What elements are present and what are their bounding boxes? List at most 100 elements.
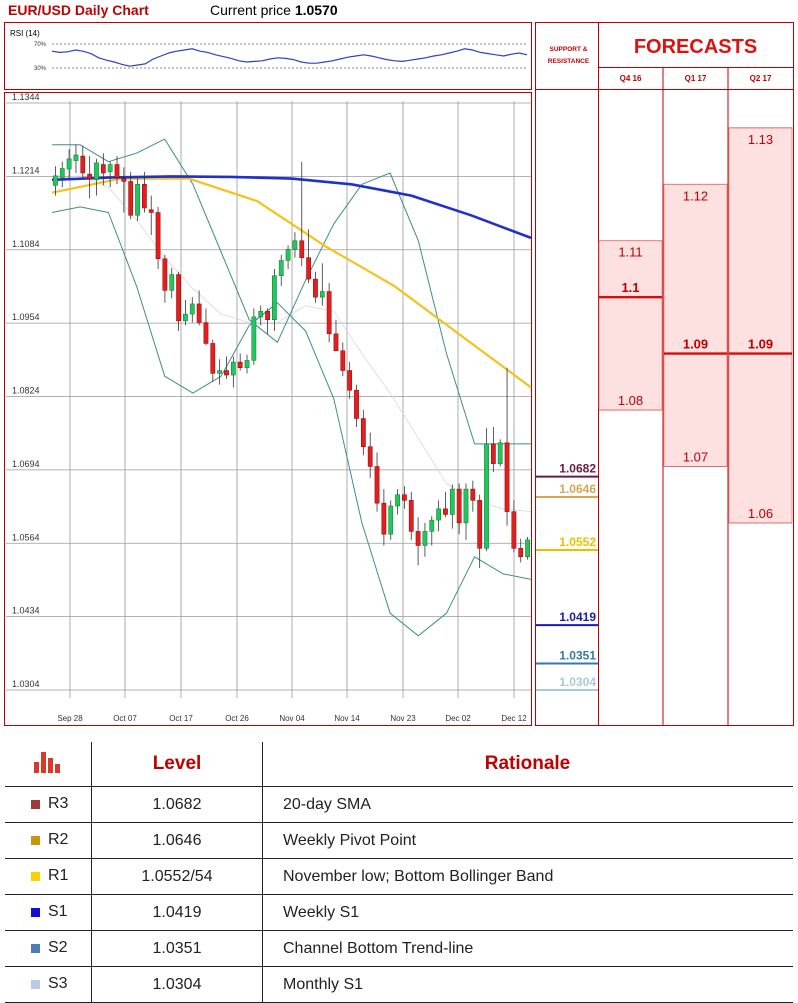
level-name: S2 — [48, 939, 68, 957]
y-tick-label: 1.0824 — [12, 386, 40, 396]
sr-level-label: 1.0682 — [559, 462, 596, 476]
forecast-value: 1.12 — [683, 188, 708, 203]
forecast-value: 1.08 — [618, 393, 643, 408]
level-rationale: Monthly S1 — [262, 966, 793, 1003]
forecast-value: 1.07 — [683, 449, 708, 464]
level-rationale: Weekly S1 — [262, 894, 793, 931]
indicator-line — [51, 175, 532, 240]
x-tick-label: Oct 26 — [225, 714, 249, 723]
level-name: R2 — [48, 831, 69, 849]
y-tick-label: 1.0304 — [12, 679, 40, 689]
chart-area: 70% 30% 1.1344 1.1214 1.1084 1.0954 1.0824 1.06… — [4, 22, 794, 726]
candle-body — [408, 500, 414, 532]
forecast-value: 1.06 — [748, 506, 773, 521]
candle-body — [313, 278, 318, 298]
candle-body — [333, 333, 339, 352]
candle-body — [381, 502, 387, 535]
candle-body — [210, 343, 216, 374]
sr-level-label: 1.0304 — [559, 675, 596, 689]
current-price-label: Current price — [210, 2, 291, 18]
candle-body — [319, 291, 325, 298]
current-price: Current price 1.0570 — [210, 2, 338, 18]
candle-body — [265, 311, 270, 320]
y-tick-label: 1.0954 — [12, 312, 40, 322]
candle-body — [66, 158, 72, 170]
level-value: 1.0351 — [91, 930, 263, 967]
candle-body — [162, 258, 168, 291]
forecast-value: 1.1 — [621, 280, 639, 295]
forecast-col-label: Q2 17 — [750, 74, 772, 83]
y-tick-label: 1.1084 — [12, 239, 40, 249]
level-rationale: November low; Bottom Bollinger Band — [262, 858, 793, 895]
table-row: R1 1.0552/54 November low; Bottom Bollinge… — [5, 858, 793, 895]
candle-body — [470, 488, 476, 501]
level-header: Level — [91, 742, 263, 787]
level-name: R3 — [48, 795, 69, 813]
y-tick-label: 1.0564 — [12, 532, 40, 542]
candle-body — [415, 531, 421, 546]
candle-body — [237, 361, 243, 368]
candle-body — [189, 303, 195, 315]
x-tick-label: Oct 17 — [169, 714, 193, 723]
forecast-range — [663, 183, 728, 467]
candle-body — [135, 184, 140, 216]
candle-body — [347, 370, 353, 391]
forecast-value: 1.09 — [748, 337, 773, 352]
table-row: R3 1.0682 20-day SMA — [5, 786, 793, 823]
candle-body — [292, 240, 298, 250]
candle-body — [463, 488, 469, 524]
chart-title: EUR/USD Daily Chart — [8, 2, 149, 18]
level-name-cell: S1 — [5, 894, 92, 931]
x-tick-label: Nov 04 — [279, 714, 305, 723]
forecast-value: 1.09 — [683, 337, 708, 352]
forecast-title: FORECASTS — [634, 36, 757, 58]
candle-body — [272, 275, 277, 320]
forecast-range — [598, 240, 663, 411]
candle-body — [176, 274, 181, 322]
candle-body — [422, 531, 428, 546]
current-price-value: 1.0570 — [294, 2, 338, 18]
candle-body — [354, 390, 359, 419]
level-name: R1 — [48, 867, 69, 885]
candle-body — [258, 311, 264, 318]
candle-body — [360, 418, 366, 447]
sr-title-line1: SUPPORT & — [550, 46, 588, 53]
candle-body — [395, 494, 400, 507]
candle-body — [477, 500, 483, 549]
level-rationale: 20-day SMA — [262, 786, 793, 823]
level-name-cell: R1 — [5, 858, 92, 895]
level-name: S1 — [48, 903, 68, 921]
level-name-cell: R3 — [5, 786, 92, 823]
candle-body — [142, 184, 147, 209]
price-frame — [4, 92, 532, 726]
level-name: S3 — [48, 975, 68, 993]
sr-level-label: 1.0419 — [559, 610, 596, 624]
level-name-cell: S3 — [5, 966, 92, 1003]
forecast-col-label: Q1 17 — [685, 74, 707, 83]
candle-body — [196, 303, 202, 323]
rsi-frame — [4, 22, 532, 90]
level-color-swatch — [31, 871, 40, 881]
levels-table-header: Level Rationale — [5, 742, 793, 787]
level-color-swatch — [31, 907, 40, 917]
indicator-line — [51, 206, 532, 637]
candle-body — [436, 508, 441, 521]
x-tick-label: Dec 12 — [501, 714, 527, 723]
candle-body — [518, 548, 524, 558]
candle-body — [278, 260, 284, 276]
forecast-value: 1.11 — [618, 245, 642, 260]
sr-column — [535, 22, 599, 726]
candle-body — [230, 361, 236, 376]
candle-body — [251, 316, 257, 361]
candle-body — [306, 257, 311, 280]
y-tick-label: 1.0694 — [12, 459, 40, 469]
candle-body — [504, 442, 510, 512]
candle-body — [107, 164, 113, 173]
level-name-cell: R2 — [5, 822, 92, 859]
candle-body — [511, 511, 517, 549]
y-tick-label: 1.1344 — [12, 92, 40, 102]
level-color-swatch — [31, 979, 40, 989]
x-tick-label: Nov 23 — [390, 714, 416, 723]
candle-body — [94, 162, 99, 181]
x-tick-label: Dec 02 — [445, 714, 471, 723]
